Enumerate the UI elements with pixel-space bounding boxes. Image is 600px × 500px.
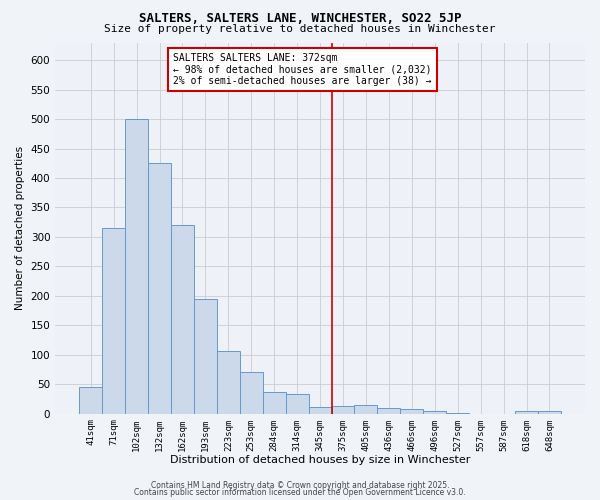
Bar <box>171 225 194 414</box>
Bar <box>194 299 217 414</box>
Text: SALTERS, SALTERS LANE, WINCHESTER, SO22 5JP: SALTERS, SALTERS LANE, WINCHESTER, SO22 … <box>139 12 461 24</box>
Bar <box>125 119 148 414</box>
Bar <box>263 392 286 413</box>
Text: Contains public sector information licensed under the Open Government Licence v3: Contains public sector information licen… <box>134 488 466 497</box>
Bar <box>538 411 561 414</box>
Bar <box>423 411 446 414</box>
Bar <box>217 350 240 414</box>
Bar <box>400 409 423 414</box>
Bar <box>355 406 377 413</box>
Text: Size of property relative to detached houses in Winchester: Size of property relative to detached ho… <box>104 24 496 34</box>
Text: SALTERS SALTERS LANE: 372sqm
← 98% of detached houses are smaller (2,032)
2% of : SALTERS SALTERS LANE: 372sqm ← 98% of de… <box>173 52 432 86</box>
Bar <box>377 408 400 414</box>
Bar <box>515 411 538 414</box>
Bar <box>102 228 125 414</box>
Bar <box>308 406 332 414</box>
Bar <box>148 164 171 414</box>
Bar <box>240 372 263 414</box>
Y-axis label: Number of detached properties: Number of detached properties <box>15 146 25 310</box>
Bar <box>332 406 355 413</box>
Bar <box>446 413 469 414</box>
X-axis label: Distribution of detached houses by size in Winchester: Distribution of detached houses by size … <box>170 455 470 465</box>
Bar <box>79 387 102 413</box>
Text: Contains HM Land Registry data © Crown copyright and database right 2025.: Contains HM Land Registry data © Crown c… <box>151 480 449 490</box>
Bar <box>286 394 308 413</box>
